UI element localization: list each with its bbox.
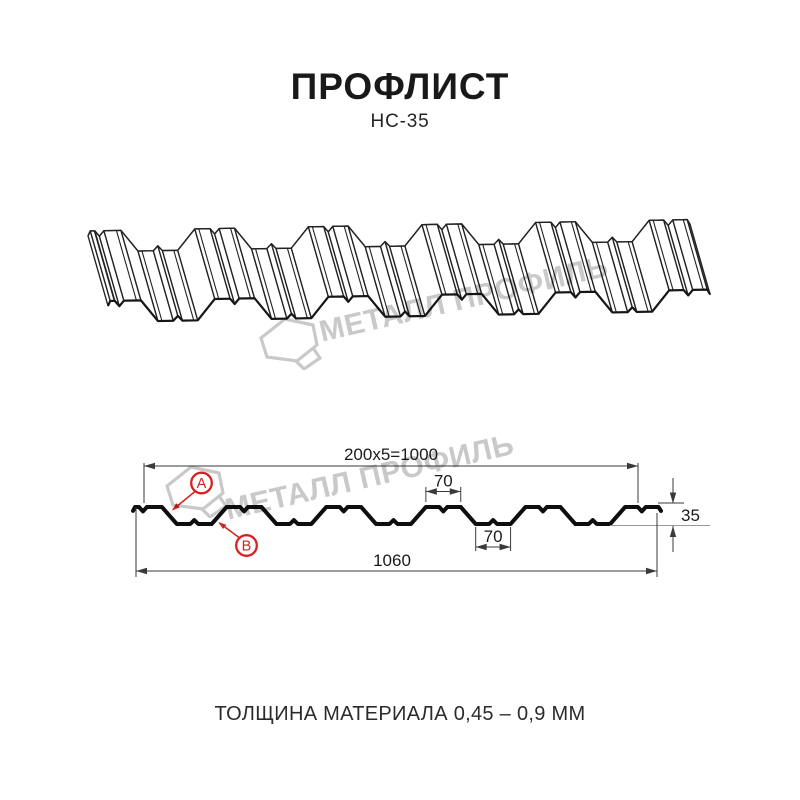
dim-label-crest: 70 (434, 472, 453, 491)
dimension-height: 35 (610, 478, 710, 552)
dim-label-height: 35 (681, 506, 700, 525)
dimension-valley-width: 70 (475, 527, 512, 551)
cross-section-profile (131, 505, 663, 526)
dimension-pitch: 200x5=1000 (143, 445, 639, 503)
dim-label-valley: 70 (484, 527, 503, 546)
callout-label-A: A (197, 476, 207, 492)
dim-label-pitch: 200x5=1000 (344, 445, 438, 464)
callout-b: B (218, 522, 258, 557)
profile-code: НС-35 (370, 111, 430, 132)
dim-label-overall: 1060 (373, 551, 411, 570)
dimension-crest-width: 70 (425, 472, 462, 502)
thickness-note: ТОЛЩИНА МАТЕРИАЛА 0,45 – 0,9 ММ (214, 703, 586, 725)
callout-a: A (171, 471, 213, 511)
callout-label-B: B (242, 539, 252, 555)
cross-section-drawing (131, 505, 663, 526)
profile-3d-drawing (87, 218, 712, 323)
dimension-overall-width: 1060 (135, 507, 658, 577)
page-title: ПРОФЛИСТ (290, 66, 510, 107)
